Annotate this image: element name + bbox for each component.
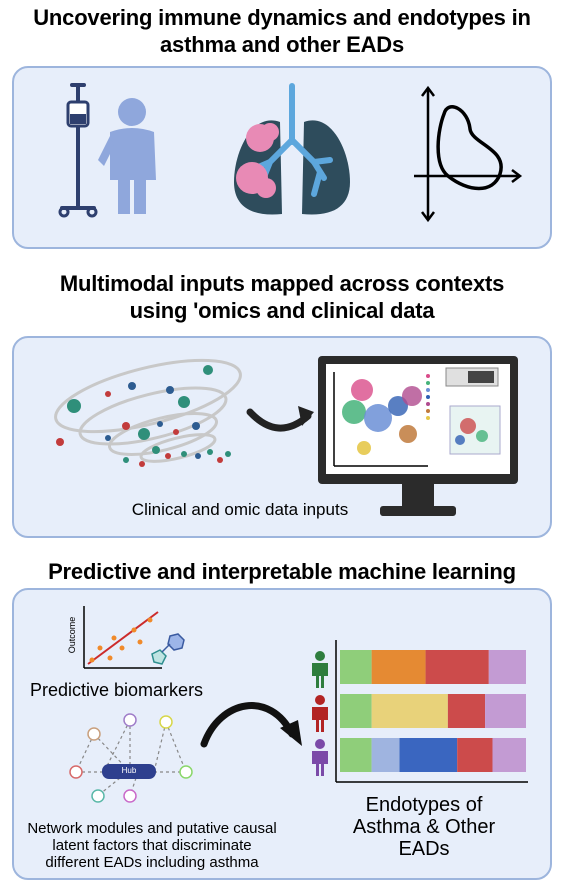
endotype-bar-1-segment-4 [488,650,526,684]
endotype-bar-3-segment-4 [457,738,493,772]
data-spiral-graphic [54,358,242,467]
person-icon-2 [312,695,328,732]
endotype-bar-2-segment-2 [371,694,448,728]
person-icon-1 [312,651,328,688]
endotype-bar-2-segment-4 [485,694,526,728]
mapping-arrow-icon [246,406,314,432]
endotype-bar-3-segment-3 [399,738,458,772]
endotype-bar-3-segment-1 [340,738,372,772]
endotype-bar-3-segment-5 [492,738,526,772]
network-graph-icon [69,713,193,803]
biomarkers-caption: Predictive biomarkers [30,680,204,700]
section1-title-line2: asthma and other EADs [160,32,404,57]
person-icon-3 [312,739,328,776]
section1-title-line1: Uncovering immune dynamics and endotypes… [33,5,531,30]
endotypes-caption-line2: Asthma & Other [352,816,496,838]
endotype-bar-2-segment-3 [447,694,486,728]
endotypes-caption: Endotypes of Asthma & Other EADs [322,794,526,860]
network-caption-line3: different EADs including asthma [45,854,259,871]
computer-monitor-icon [318,356,518,516]
tumor-cluster-upper [246,123,279,152]
patient-figure [98,98,156,214]
biomarker-scatter-icon [83,606,185,669]
network-caption-line2: latent factors that discriminate [52,837,252,854]
section1-title: Uncovering immune dynamics and endotypes… [0,4,564,58]
lungs-icon [234,83,350,215]
dynamics-plot-icon [414,85,523,223]
scatter-axis-label: Outcome [67,616,77,654]
endotype-bar-chart [312,640,528,783]
endotype-axes [335,640,528,783]
legend-dots [426,374,430,420]
section3-title: Predictive and interpretable machine lea… [48,559,516,584]
endotype-bar-1-segment-2 [371,650,426,684]
network-caption: Network modules and putative causal late… [16,820,288,871]
section2-title-line1: Multimodal inputs mapped across contexts [59,271,505,296]
endotypes-caption-line3: EADs [398,838,450,860]
endotype-bar-3-segment-2 [371,738,400,772]
tumor-cluster-lower [236,162,276,198]
endotype-bar-2-segment-1 [340,694,372,728]
data-points [56,365,231,467]
scatter-points [89,617,153,663]
endotype-bar-1-segment-1 [340,650,372,684]
hub-node-label: Hub [121,766,137,775]
endotype-bar-1-segment-3 [425,650,489,684]
data-inputs-caption: Clinical and omic data inputs [131,500,349,519]
section2-title: Multimodal inputs mapped across contexts… [0,270,564,324]
network-caption-line1: Network modules and putative causal [27,820,277,837]
patient-iv-icon [58,83,156,218]
network-to-endotypes-arrow [200,702,302,748]
endotypes-caption-line1: Endotypes of [365,794,483,816]
umap-clusters [342,379,422,455]
section2-title-line2: using 'omics and clinical data [129,298,435,323]
machine-learning-panel [12,588,552,880]
